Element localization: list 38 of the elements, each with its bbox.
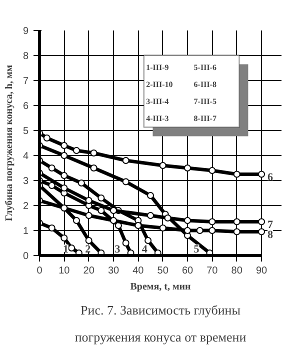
x-tick-label: 50 <box>157 266 169 276</box>
series-label: 4 <box>142 244 148 256</box>
x-tick-label: 60 <box>182 266 194 276</box>
x-tick-label: 90 <box>256 266 268 276</box>
annotation: 1-III-9 <box>146 63 169 72</box>
annotation: 4-III-3 <box>146 114 169 123</box>
y-tick-label: 3 <box>22 176 29 187</box>
x-tick-label: 10 <box>58 266 70 276</box>
x-tick-label: 20 <box>83 266 95 276</box>
y-tick-label: 7 <box>22 76 29 87</box>
y-tick-label: 2 <box>22 201 29 212</box>
x-tick-label: 70 <box>206 266 218 276</box>
series-label: 8 <box>268 228 274 241</box>
x-tick-label: 0 <box>36 266 43 276</box>
annotation: 6-III-8 <box>194 80 216 89</box>
annotation: 3-III-4 <box>146 96 169 106</box>
x-tick-label: 40 <box>132 266 144 276</box>
x-tick-label: 30 <box>108 266 120 276</box>
series-label: 1 <box>62 244 68 256</box>
annotation: 7-III-5 <box>194 96 216 106</box>
annotation: 2-III-10 <box>146 80 173 89</box>
annotation: 5-III-6 <box>194 63 216 72</box>
y-tick-label: 0 <box>22 251 29 262</box>
series-label: 7 <box>268 218 274 231</box>
y-tick-label: 5 <box>22 126 29 137</box>
text: Рис. 7. Зависимость глубины погружения конуса от времени <box>74 302 246 344</box>
y-tick-label: 8 <box>22 51 29 62</box>
annotation: 8-III-7 <box>194 114 216 123</box>
y-tick-label: 9 <box>22 26 29 37</box>
y-tick-label: 4 <box>22 151 29 162</box>
x-tick-label: 80 <box>231 266 243 276</box>
series-label: 5 <box>194 244 200 256</box>
y-axis-title: Глубина погружения конуса, h, мм <box>4 64 15 222</box>
y-tick-label: 1 <box>22 226 29 237</box>
y-tick-label: 6 <box>22 101 29 112</box>
series-label: 2 <box>85 244 92 256</box>
x-axis-title: Время, t, мин <box>130 282 192 292</box>
series-label: 3 <box>114 244 121 256</box>
